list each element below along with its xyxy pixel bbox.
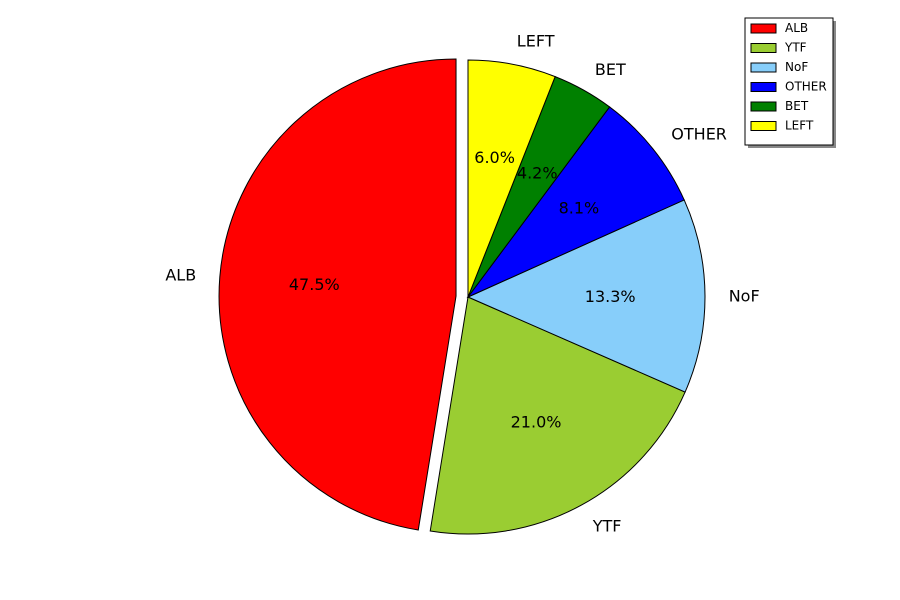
legend-label-bet: BET — [785, 99, 809, 113]
legend: ALB YTF NoF OTHER BET LEFT — [744, 17, 836, 148]
slice-label-bet: BET — [595, 60, 626, 79]
slice-nof — [466, 199, 706, 393]
slice-labels: ALB 47.5% YTF 21.0% NoF 13.3% OTHER 8.1% BET 4.2%… — [165, 31, 759, 535]
legend-label-alb: ALB — [785, 21, 808, 35]
legend-label-other: OTHER — [785, 80, 827, 94]
legend-label-ytf: YTF — [784, 41, 807, 55]
pct-label-nof: 13.3% — [585, 287, 636, 306]
slice-label-alb: ALB — [165, 266, 196, 285]
pct-label-other: 8.1% — [559, 198, 600, 217]
slice-left — [467, 59, 556, 298]
slice-label-ytf: YTF — [592, 516, 622, 535]
legend-swatch-ytf — [750, 43, 777, 53]
slice-ytf — [429, 296, 686, 535]
legend-swatch-alb — [750, 23, 777, 34]
pct-label-bet: 4.2% — [517, 163, 558, 182]
legend-swatch-nof — [750, 62, 777, 73]
slice-label-left: LEFT — [517, 31, 555, 50]
pct-label-left: 6.0% — [474, 148, 515, 167]
pct-label-ytf: 21.0% — [511, 412, 562, 431]
slice-alb — [218, 58, 457, 531]
slice-other — [466, 106, 685, 299]
legend-swatch-left — [750, 121, 777, 131]
legend-swatch-bet — [750, 101, 777, 112]
legend-swatch-other — [750, 82, 777, 92]
slice-label-nof: NoF — [729, 286, 760, 305]
pie-slices — [218, 58, 706, 535]
legend-label-nof: NoF — [785, 60, 808, 74]
pct-label-alb: 47.5% — [289, 275, 340, 294]
slice-label-other: OTHER — [671, 124, 727, 143]
legend-label-left: LEFT — [785, 119, 814, 133]
